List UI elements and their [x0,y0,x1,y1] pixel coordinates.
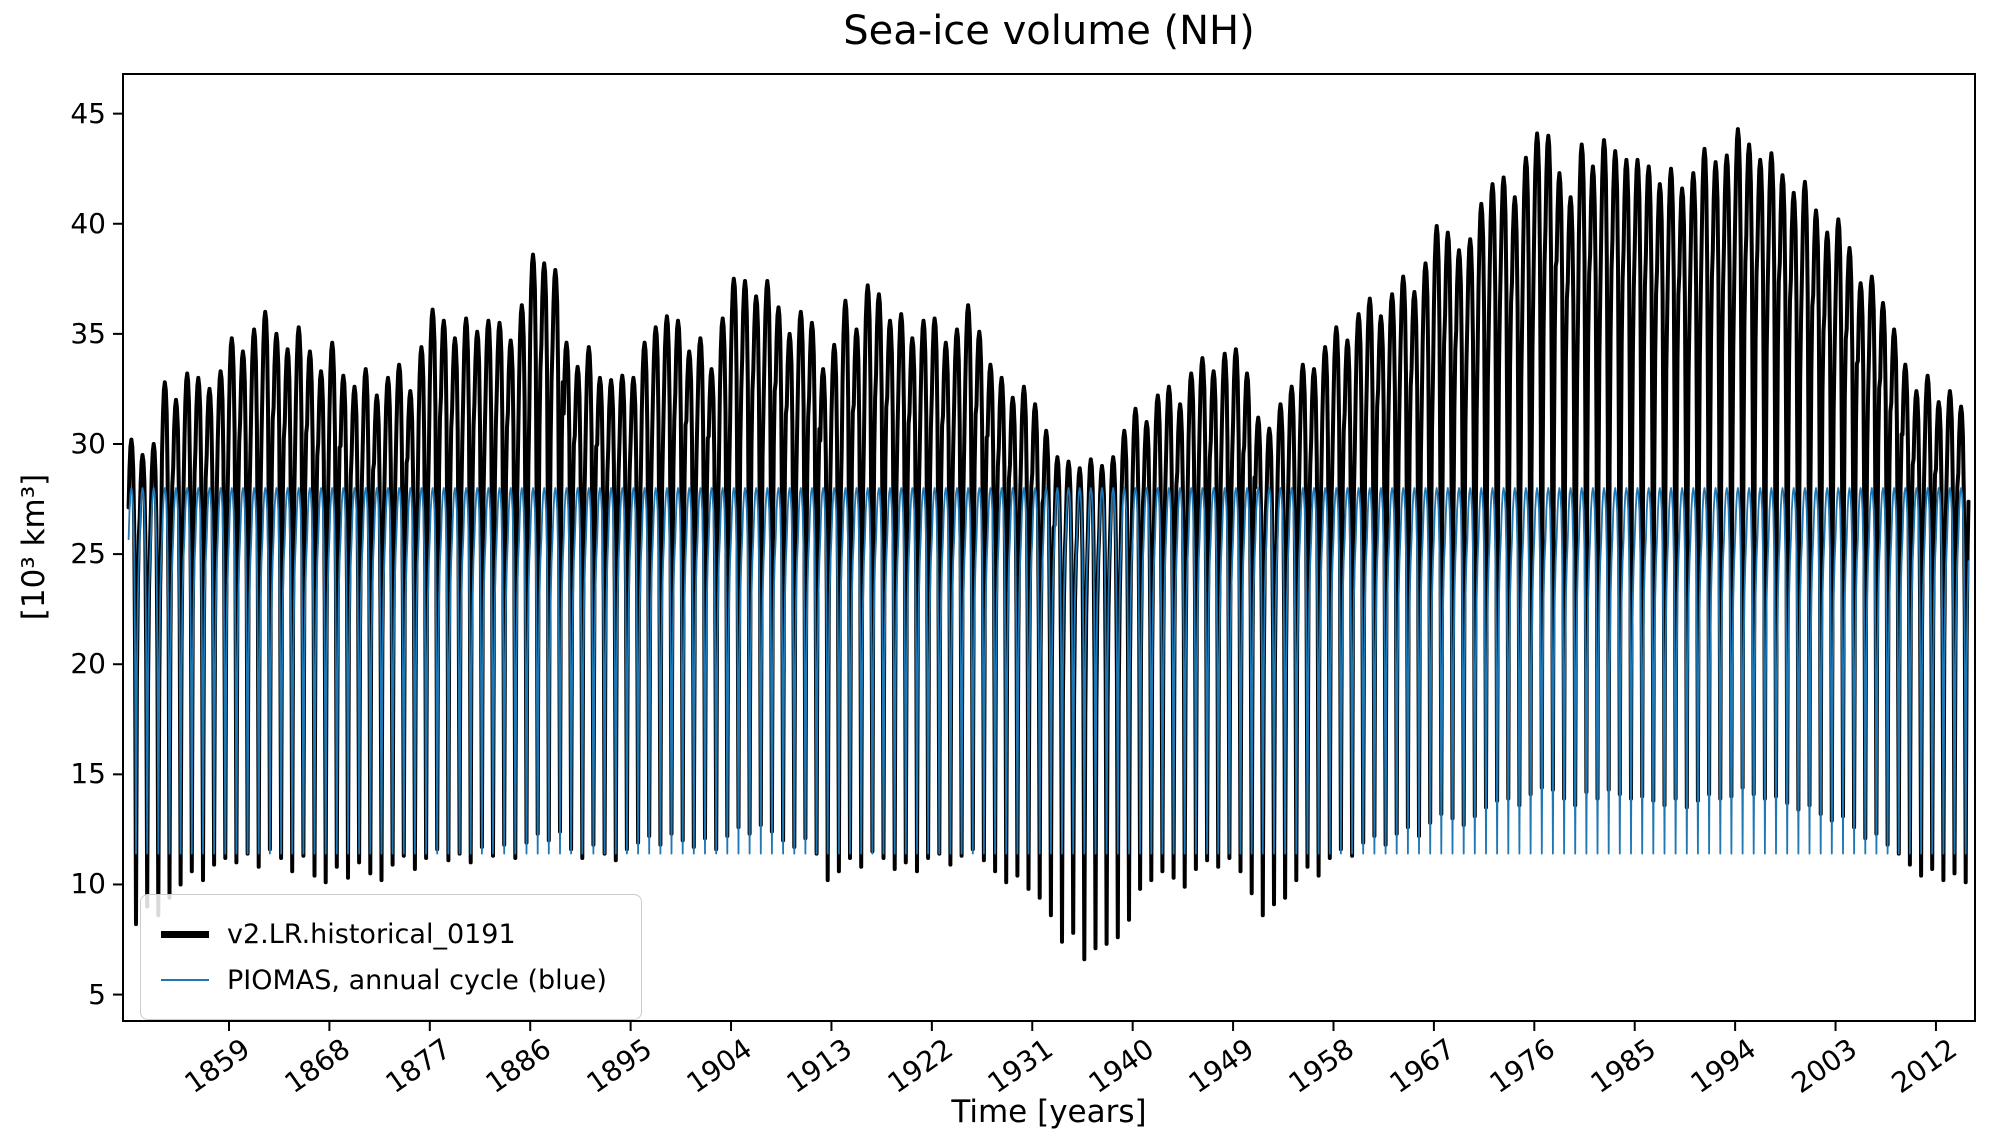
legend-label: v2.LR.historical_0191 [227,918,516,950]
model-series-path [126,127,1971,962]
y-tick-label: 45 [70,96,106,130]
legend-line-swatch-blue [161,978,209,982]
y-tick-label: 15 [70,757,106,791]
y-tick-label: 5 [88,977,106,1011]
y-tick-label: 10 [70,867,106,901]
y-tick-label: 30 [70,426,106,460]
y-tick-label: 40 [70,206,106,240]
y-axis-label: [10³ km³] [16,473,52,621]
piomas-series-path [127,487,1970,855]
legend-label: PIOMAS, annual cycle (blue) [227,964,607,996]
legend: v2.LR.historical_0191 PIOMAS, annual cyc… [140,894,642,1020]
legend-item: v2.LR.historical_0191 [161,911,621,957]
y-tick-label: 25 [70,537,106,571]
y-tick-label: 20 [70,647,106,681]
legend-line-swatch-black [161,930,209,938]
x-axis-label: Time [years] [951,1094,1147,1130]
y-tick-label: 35 [70,316,106,350]
legend-item: PIOMAS, annual cycle (blue) [161,957,621,1003]
chart-title: Sea-ice volume (NH) [843,8,1255,54]
